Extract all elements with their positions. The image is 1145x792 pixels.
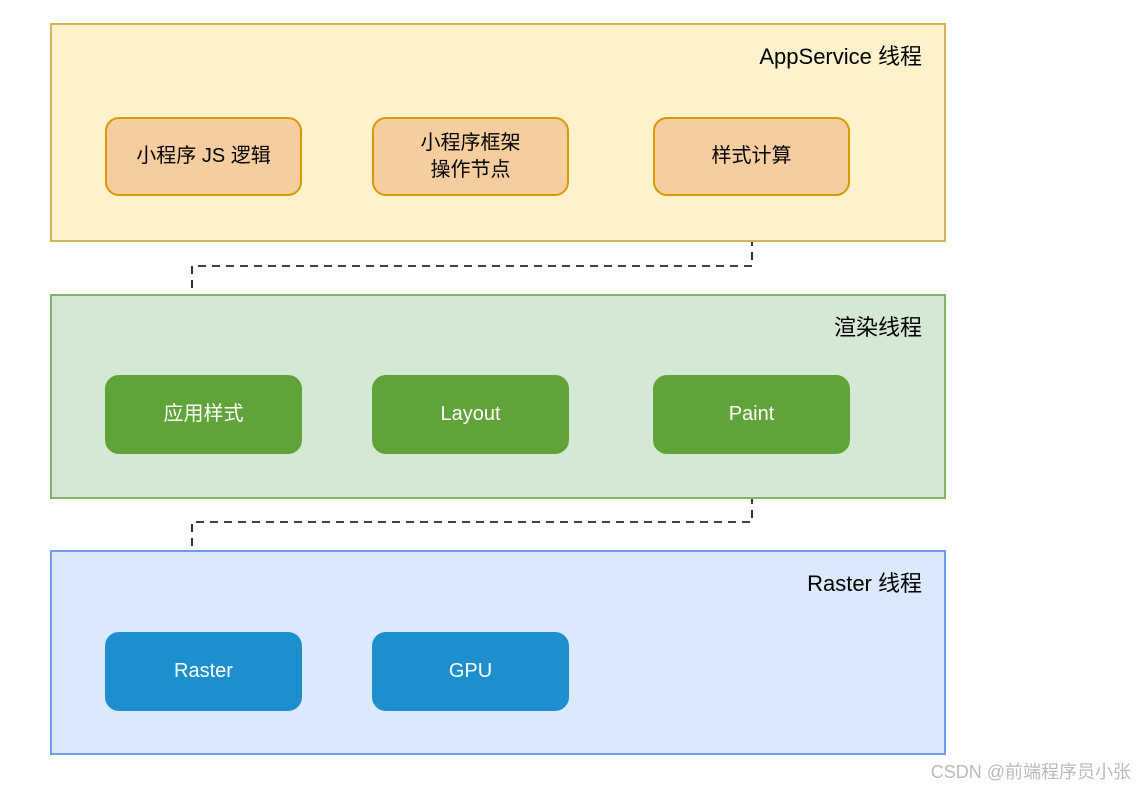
node-raster: Raster: [105, 632, 302, 711]
node-layout: Layout: [372, 375, 569, 454]
node-gpu: GPU: [372, 632, 569, 711]
diagram-canvas: AppService 线程渲染线程 Raster 线程 小程序 JS 逻辑小程序框架…: [0, 0, 1145, 792]
node-framework-op: 小程序框架 操作节点: [372, 117, 569, 196]
node-js-logic: 小程序 JS 逻辑: [105, 117, 302, 196]
container-label-appservice: AppService 线程: [759, 39, 922, 71]
container-label-render: 渲染线程: [834, 310, 922, 342]
node-apply-style: 应用样式: [105, 375, 302, 454]
node-paint: Paint: [653, 375, 850, 454]
node-style-calc: 样式计算: [653, 117, 850, 196]
container-label-raster-thread: Raster 线程: [807, 566, 922, 598]
watermark-text: CSDN @前端程序员小张: [931, 758, 1131, 784]
